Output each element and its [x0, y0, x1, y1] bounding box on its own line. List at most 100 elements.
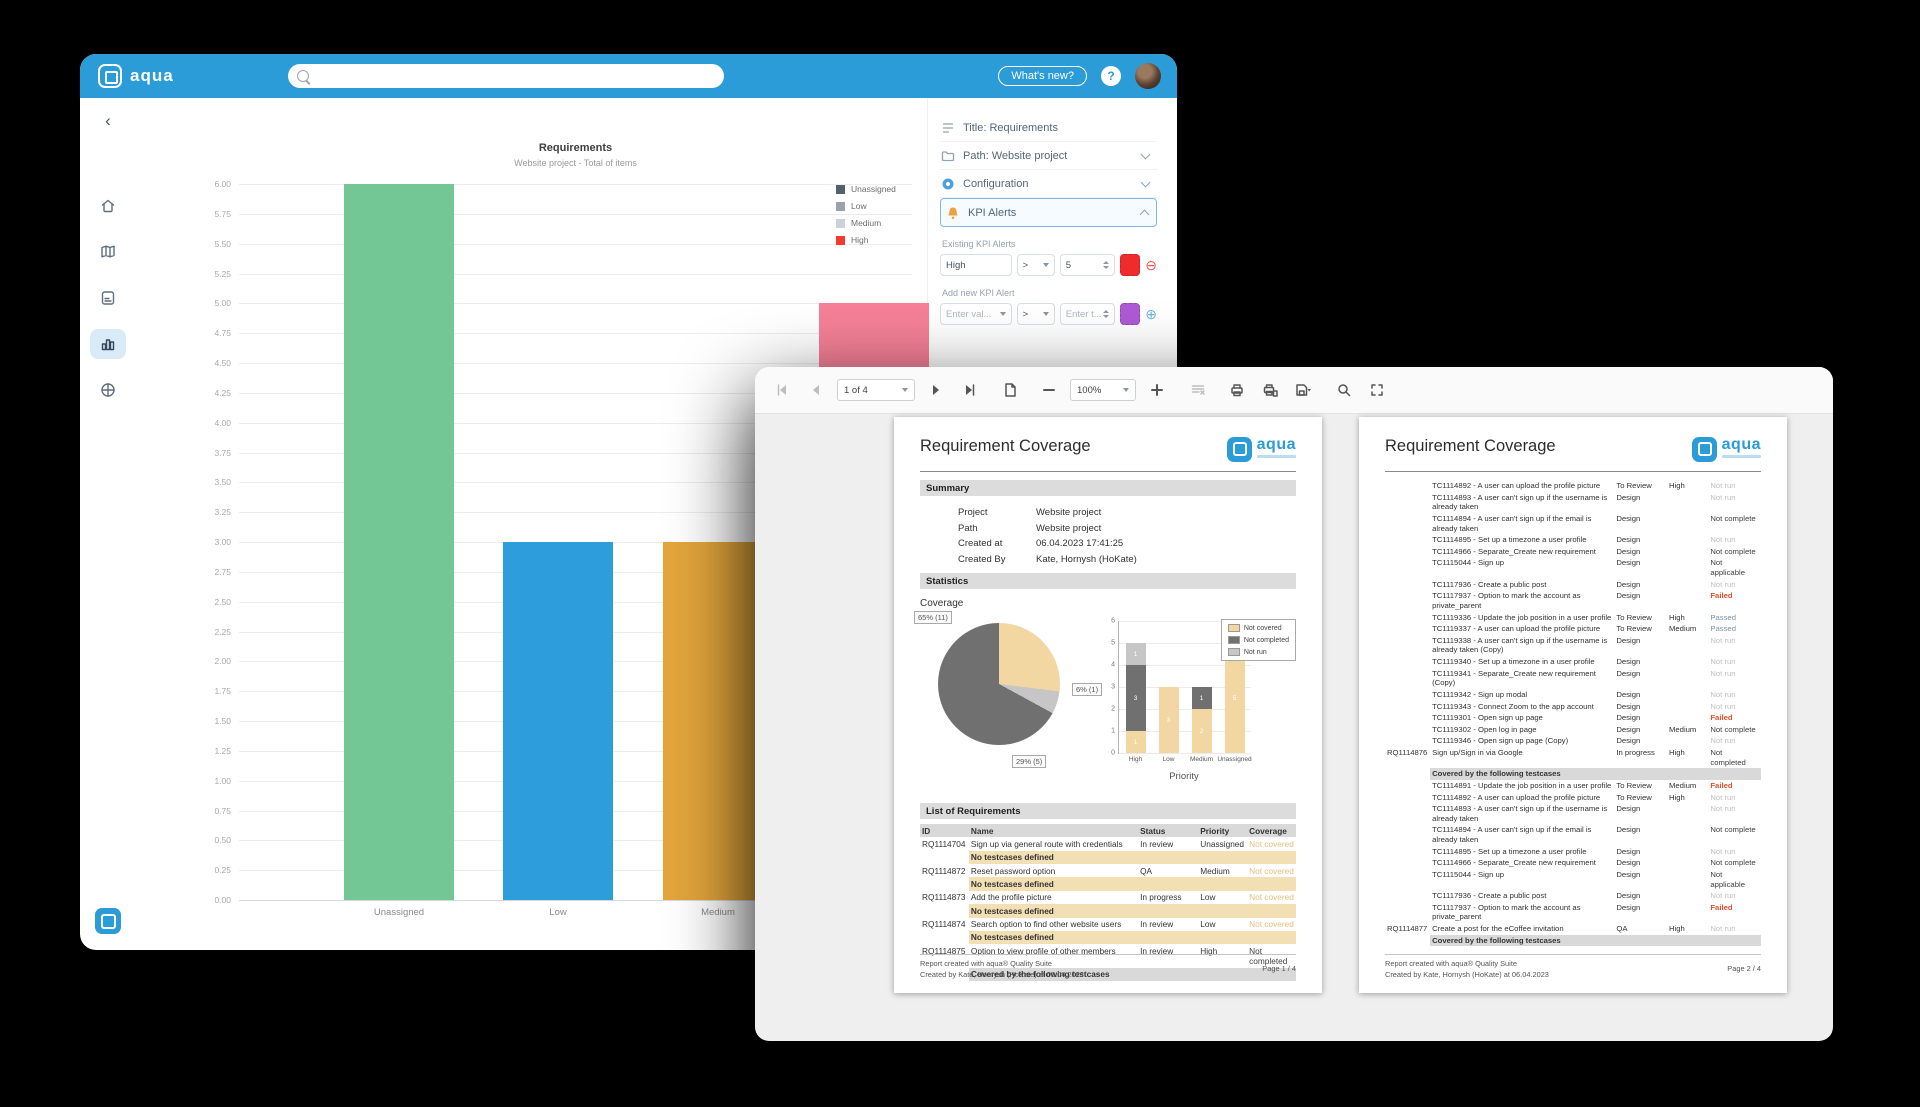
save-export-button[interactable] — [1291, 378, 1315, 402]
priority-cell — [1667, 735, 1708, 747]
legend-swatch — [836, 184, 845, 194]
id-cell — [1385, 857, 1430, 869]
status-cell: To Review — [1616, 612, 1652, 622]
kpi-name-input[interactable]: High — [940, 254, 1012, 276]
panel-row-path[interactable]: Path: Website project — [940, 142, 1157, 170]
table-row: TC1119338 - A user can't sign up if the … — [1385, 635, 1761, 656]
priority-cell — [1667, 546, 1708, 558]
print-current-page-button[interactable] — [1258, 378, 1282, 402]
gridline: 5.75 — [214, 209, 912, 219]
search-input[interactable] — [315, 69, 724, 83]
last-page-button[interactable] — [957, 378, 981, 402]
zoom-level-select[interactable]: 100% — [1070, 379, 1136, 401]
chevron-down-icon[interactable] — [1140, 177, 1151, 188]
stepper-arrows-icon[interactable] — [1102, 310, 1109, 318]
chevron-up-icon[interactable] — [1139, 209, 1150, 220]
panel-row-configuration[interactable]: Configuration — [940, 170, 1157, 198]
y-axis-tick-label: 1.50 — [214, 716, 231, 726]
chevron-down-icon[interactable] — [1140, 149, 1151, 160]
sidebar-item-charts[interactable] — [90, 329, 126, 359]
coverage-cell: Not run — [1710, 579, 1736, 589]
status-cell: Design — [1616, 891, 1641, 901]
name-cell: TC1114895 - Set up a timezone a user pro… — [1432, 846, 1587, 856]
coverage-cell: Not covered — [1249, 919, 1294, 930]
priority-cell — [1667, 557, 1708, 578]
coverage-cell: Not run — [1710, 635, 1736, 645]
kpi-operator-select[interactable]: > — [1016, 254, 1055, 276]
print-button[interactable] — [1225, 378, 1249, 402]
bar-unassigned — [344, 184, 454, 900]
sidebar-item-map[interactable] — [90, 237, 126, 267]
previous-page-button[interactable] — [804, 378, 828, 402]
stepper-arrows-icon[interactable] — [1102, 261, 1109, 269]
gridline: 1 — [1111, 728, 1251, 735]
avatar[interactable] — [1135, 63, 1161, 89]
covered-by-row: Covered by the following testcases — [920, 967, 1296, 982]
gridline: 0.00 — [214, 895, 912, 905]
coverage-cell: Not run — [1710, 668, 1736, 678]
new-kpi-value-stepper[interactable]: Enter t... — [1059, 303, 1115, 325]
sidebar-item-grid[interactable] — [90, 375, 126, 405]
priority-cell — [1667, 701, 1708, 713]
priority-cell — [1667, 869, 1708, 890]
kpi-color-swatch[interactable] — [1119, 254, 1141, 276]
name-cell: TC1114892 - A user can upload the profil… — [1432, 792, 1601, 802]
panel-row-kpi-alerts[interactable]: KPI Alerts — [940, 198, 1157, 227]
id-cell — [1385, 824, 1430, 845]
name-cell: TC1119301 - Open sign up page — [1432, 713, 1543, 723]
global-search[interactable] — [288, 64, 724, 88]
priority-cell: High — [1200, 945, 1218, 956]
id-cell — [1385, 780, 1430, 792]
add-kpi-icon[interactable]: ⊕ — [1145, 306, 1157, 322]
name-cell: TC1117936 - Create a public post — [1432, 891, 1547, 901]
kpi-value-stepper[interactable]: 5 — [1059, 254, 1115, 276]
report-toolbar: 1 of 4 100% — [755, 367, 1833, 414]
empty-cell — [920, 931, 969, 944]
new-kpi-operator-select[interactable]: > — [1016, 303, 1055, 325]
zoom-out-button[interactable] — [1037, 378, 1061, 402]
id-cell — [1385, 902, 1430, 923]
no-testcases-row: No testcases defined — [920, 850, 1296, 865]
table-row: TC1119301 - Open sign up page Design Faile… — [1385, 712, 1761, 724]
id-cell — [1385, 735, 1430, 747]
summary-label: Created at — [958, 538, 1003, 549]
stacked-chart-legend: Not covered Not completed Not run — [1220, 619, 1296, 661]
name-cell: Create a post for the eCoffee invitation — [1432, 924, 1564, 933]
y-axis-tick-label: 0.50 — [214, 835, 231, 846]
help-button[interactable]: ? — [1101, 66, 1121, 86]
status-cell: Design — [1616, 902, 1641, 912]
name-cell: TC1114895 - Set up a timezone a user pro… — [1432, 535, 1587, 545]
zoom-in-button[interactable] — [1145, 378, 1169, 402]
x-axis-category-label: Medium — [701, 907, 735, 918]
x-axis-category-label: High — [1128, 756, 1143, 763]
table-row: TC1117936 - Create a public post Design No… — [1385, 579, 1761, 591]
report-viewer-window: 1 of 4 100% Requirement Coverage aqua Su… — [755, 367, 1833, 1041]
page-indicator-select[interactable]: 1 of 4 — [837, 379, 915, 401]
page-footer: Report created with aqua® Quality Suite … — [1385, 954, 1761, 980]
status-cell: Design — [1616, 804, 1641, 814]
fullscreen-button[interactable] — [1365, 378, 1389, 402]
first-page-button[interactable] — [771, 378, 795, 402]
collapse-sidebar-icon[interactable]: ‹ — [105, 111, 111, 130]
gridline: 2 — [1111, 706, 1251, 713]
report-logo: aqua — [1691, 437, 1761, 462]
delete-kpi-icon[interactable]: ⊖ — [1145, 257, 1157, 273]
chevron-down-icon — [999, 312, 1006, 316]
y-axis-tick-label: 6 — [1111, 617, 1115, 625]
new-kpi-color-swatch[interactable] — [1119, 303, 1141, 325]
panel-row-title[interactable]: Title: Requirements — [940, 114, 1157, 142]
statistics-section-header: Statistics — [920, 573, 1296, 589]
export-data-button[interactable] — [1186, 378, 1210, 402]
next-page-button[interactable] — [924, 378, 948, 402]
panel-row-label: Path: Website project — [963, 149, 1068, 162]
priority-cell: High — [1668, 792, 1685, 802]
sidebar-item-home[interactable] — [90, 191, 126, 221]
legend-item: Not completed — [1227, 636, 1289, 644]
sidebar-item-reports[interactable] — [90, 283, 126, 313]
aqua-logo-tagline — [1256, 455, 1296, 458]
whats-new-button[interactable]: What's new? — [998, 66, 1087, 86]
chevron-down-icon — [1042, 263, 1049, 267]
search-document-button[interactable] — [1332, 378, 1356, 402]
single-page-view-button[interactable] — [998, 378, 1022, 402]
new-kpi-name-select[interactable]: Enter val... — [940, 303, 1012, 325]
